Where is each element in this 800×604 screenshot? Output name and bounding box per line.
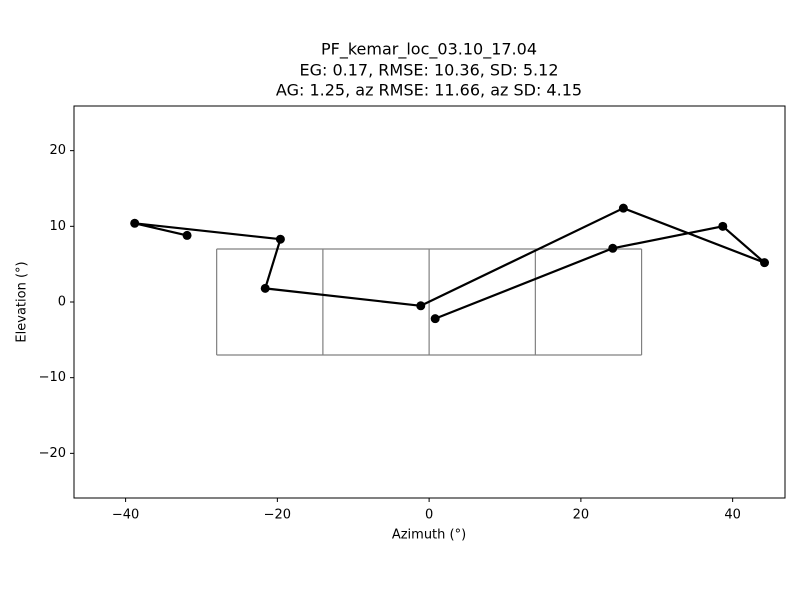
y-axis-label: Elevation (°) [15, 261, 30, 342]
y-tick-label: 20 [49, 143, 66, 158]
y-tick-label: 10 [49, 219, 66, 234]
x-tick-label: 40 [724, 508, 741, 523]
chart-subtitle: AG: 1.25, az RMSE: 11.66, az SD: 4.15 [276, 81, 582, 100]
chart-subtitle: EG: 0.17, RMSE: 10.36, SD: 5.12 [300, 61, 559, 80]
y-tick-label: −20 [39, 446, 66, 461]
y-tick-label: −10 [39, 370, 66, 385]
x-tick-label: −40 [112, 508, 139, 523]
data-point [760, 258, 770, 268]
x-tick-label: 0 [425, 508, 433, 523]
data-point [618, 203, 628, 213]
chart-title: PF_kemar_loc_03.10_17.04 [321, 40, 537, 60]
data-point [260, 283, 270, 293]
plot-frame [73, 105, 786, 499]
data-line [134, 206, 766, 320]
data-point [130, 218, 140, 228]
data-point [430, 314, 440, 324]
y-tick-label: 0 [58, 295, 66, 310]
x-axis-label: Azimuth (°) [392, 528, 466, 543]
data-point [718, 221, 728, 231]
data-point [275, 234, 285, 244]
x-tick-label: −20 [264, 508, 291, 523]
x-tick-label: 20 [573, 508, 590, 523]
data-point [416, 301, 426, 311]
data-point [608, 243, 618, 253]
data-point [182, 230, 192, 240]
